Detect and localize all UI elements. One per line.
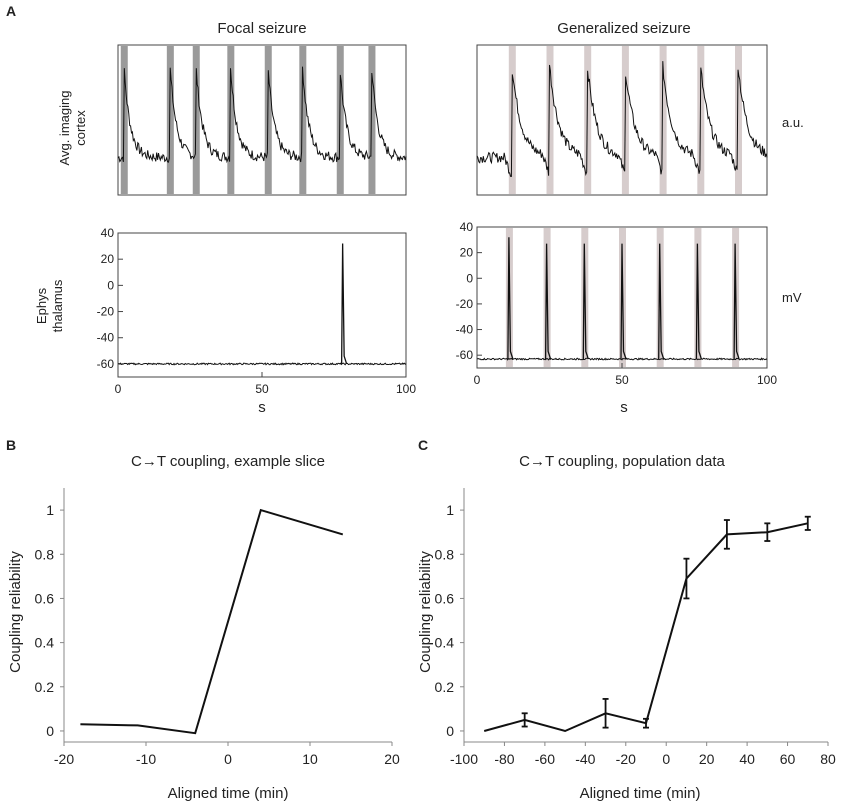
x-tick-label-9: 80 xyxy=(820,751,836,767)
panel-label-b: B xyxy=(6,437,16,453)
y-tick-label-3: 0.6 xyxy=(435,590,455,606)
population-xlabel: Aligned time (min) xyxy=(580,785,701,802)
y-tick-label-4: -40 xyxy=(97,331,115,345)
imaging-ylabel-line1: Avg. imaging xyxy=(57,91,72,166)
panel-label-a: A xyxy=(6,3,16,19)
imaging-unit: a.u. xyxy=(782,115,804,130)
ephys-trace xyxy=(117,362,407,366)
y-tick-label-2: 0.4 xyxy=(435,635,455,651)
example-slice-plot: 0 0.2 0.4 0.6 0.8 1 -20 -10 0 10 20 xyxy=(35,488,400,767)
y-tick-label-0: 40 xyxy=(460,220,474,234)
spike-3 xyxy=(620,243,627,360)
x-tick-label-0: 0 xyxy=(115,382,122,396)
focal-xlabel: s xyxy=(258,399,266,416)
data-line xyxy=(80,508,344,735)
y-tick-label-4: 0.8 xyxy=(35,546,55,562)
y-tick-label-1: 0.2 xyxy=(435,679,455,695)
event-shade-2 xyxy=(584,46,592,194)
spike-4 xyxy=(658,243,665,360)
event-shade-3 xyxy=(227,46,235,194)
y-tick-label-2: 0 xyxy=(466,271,473,285)
x-tick-label-4: 20 xyxy=(384,751,400,767)
generalized-title: Generalized seizure xyxy=(557,20,690,37)
example-slice-ylabel: Coupling reliability xyxy=(7,551,24,673)
generalized-xlabel: s xyxy=(620,399,628,416)
imaging-trace xyxy=(117,66,407,164)
plot-frame xyxy=(476,44,768,196)
event-shade-1 xyxy=(166,46,174,194)
example-slice-xlabel: Aligned time (min) xyxy=(168,785,289,802)
x-tick-label-7: 40 xyxy=(739,751,755,767)
ephys-ylabel-line1: Ephys xyxy=(34,287,49,324)
x-tick-label-0: 0 xyxy=(474,373,481,387)
x-tick-label-4: -20 xyxy=(616,751,636,767)
population-plot: 0 0.2 0.4 0.6 0.8 1 -100 -80 -60 -40 -20 0 20 40 60 80 xyxy=(435,488,836,767)
y-tick-label-0: 40 xyxy=(101,226,115,240)
event-shade-4 xyxy=(659,46,667,194)
y-tick-label-2: 0.4 xyxy=(35,635,55,651)
x-tick-label-2: 100 xyxy=(396,382,416,396)
x-tick-label-0: -100 xyxy=(450,751,478,767)
spike-2 xyxy=(582,243,589,360)
x-tick-label-1: 50 xyxy=(255,382,269,396)
focal-imaging-plot xyxy=(117,44,407,196)
x-tick-label-6: 20 xyxy=(699,751,715,767)
y-tick-label-3: -20 xyxy=(97,305,115,319)
panel-label-c: C xyxy=(418,437,428,453)
event-shade-7 xyxy=(368,46,376,194)
y-tick-label-1: 20 xyxy=(460,246,474,260)
x-tick-label-8: 60 xyxy=(780,751,796,767)
y-tick-label-5: -60 xyxy=(97,357,115,371)
focal-title: Focal seizure xyxy=(217,20,306,37)
y-tick-label-1: 0.2 xyxy=(35,679,55,695)
event-shade-1 xyxy=(546,46,554,194)
ephys-unit: mV xyxy=(782,290,802,305)
spike-6 xyxy=(733,243,740,360)
ephys-ylabel-line2: thalamus xyxy=(50,279,65,332)
population-title: C→T coupling, population data xyxy=(519,453,725,470)
spike-0 xyxy=(340,243,348,365)
y-tick-label-3: 0.6 xyxy=(35,590,55,606)
x-tick-label-3: -40 xyxy=(575,751,595,767)
x-tick-label-3: 10 xyxy=(302,751,318,767)
x-tick-label-1: 50 xyxy=(615,373,629,387)
y-tick-label-4: -40 xyxy=(456,323,474,337)
spike-1 xyxy=(544,243,552,360)
imaging-ylabel-line2: cortex xyxy=(73,110,88,146)
y-tick-label-2: 0 xyxy=(107,278,114,292)
spike-0 xyxy=(507,237,514,360)
y-tick-label-5: -60 xyxy=(456,348,474,362)
y-tick-label-5: 1 xyxy=(446,502,454,518)
x-tick-label-5: 0 xyxy=(662,751,670,767)
y-tick-label-3: -20 xyxy=(456,297,474,311)
y-tick-label-0: 0 xyxy=(46,723,54,739)
data-line xyxy=(483,522,809,733)
y-tick-label-0: 0 xyxy=(446,723,454,739)
plot-frame xyxy=(117,232,407,378)
spike-5 xyxy=(695,243,703,360)
x-tick-label-2: 100 xyxy=(757,373,777,387)
event-shade-2 xyxy=(192,46,200,194)
population-ylabel: Coupling reliability xyxy=(417,551,434,673)
event-shade-6 xyxy=(735,46,742,194)
plot-frame xyxy=(117,44,407,196)
x-tick-label-2: 0 xyxy=(224,751,232,767)
ephys-trace xyxy=(476,357,768,361)
x-tick-label-2: -60 xyxy=(535,751,555,767)
imaging-trace xyxy=(476,61,768,177)
y-tick-label-4: 0.8 xyxy=(435,546,455,562)
x-tick-label-1: -10 xyxy=(136,751,156,767)
event-shade-5 xyxy=(299,46,307,194)
event-shade-4 xyxy=(264,46,272,194)
y-tick-label-5: 1 xyxy=(46,502,54,518)
generalized-imaging-plot xyxy=(476,44,768,196)
example-slice-title: C→T coupling, example slice xyxy=(131,453,325,470)
y-tick-label-1: 20 xyxy=(101,252,115,266)
x-tick-label-1: -80 xyxy=(494,751,514,767)
x-tick-label-0: -20 xyxy=(54,751,74,767)
